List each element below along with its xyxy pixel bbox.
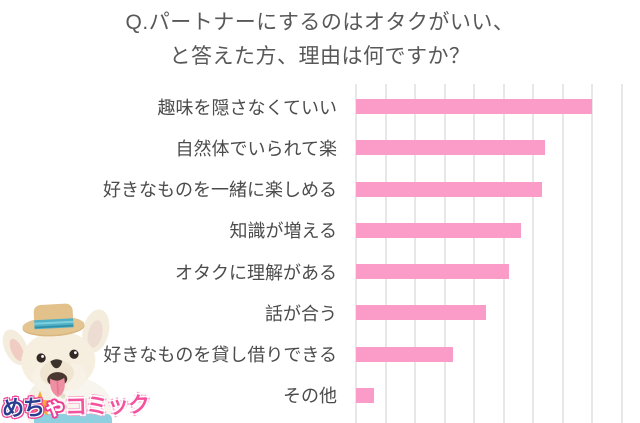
bar-chart: 趣味を隠さなくていい自然体でいられて楽好きなものを一緒に楽しめる知識が増えるオタ… [0, 84, 640, 423]
gridline [414, 84, 416, 423]
chart-row: 自然体でいられて楽 [0, 127, 640, 168]
chart-row: その他 [0, 375, 640, 416]
gridline [532, 84, 534, 423]
category-label: 自然体でいられて楽 [175, 138, 337, 159]
gridline [591, 84, 593, 423]
category-label: 好きなものを貸し借りできる [103, 345, 337, 366]
chart-title: Q.パートナーにするのはオタクがいい、 と答えた方、理由は何ですか？ [0, 6, 640, 74]
chart-row: 話が合う [0, 292, 640, 333]
bar [356, 140, 545, 156]
chart-row: 好きなものを一緒に楽しめる [0, 169, 640, 210]
bar [356, 181, 542, 197]
category-label: オタクに理解がある [175, 262, 337, 283]
bar [356, 305, 486, 321]
bar [356, 99, 592, 115]
gridline [384, 84, 387, 423]
bar [356, 387, 374, 403]
gridline [561, 84, 564, 423]
gridline [502, 84, 505, 423]
category-label: 知識が増える [229, 221, 337, 242]
bar [356, 346, 454, 362]
category-label: 好きなものを一緒に楽しめる [103, 180, 337, 201]
bar [356, 222, 522, 238]
chart-title-line2: と答えた方、理由は何ですか？ [169, 45, 471, 68]
bar [356, 264, 510, 280]
chart-row: 知識が増える [0, 210, 640, 251]
gridline [620, 84, 623, 423]
gridline [355, 84, 357, 423]
chart-rows: 趣味を隠さなくていい自然体でいられて楽好きなものを一緒に楽しめる知識が増えるオタ… [0, 86, 640, 416]
category-label: 趣味を隠さなくていい [157, 97, 337, 118]
chart-row: オタクに理解がある [0, 251, 640, 292]
chart-row: 趣味を隠さなくていい [0, 86, 640, 127]
chart-title-line1: Q.パートナーにするのはオタクがいい、 [125, 11, 515, 34]
chart-row: 好きなものを貸し借りできる [0, 334, 640, 375]
category-label: 話が合う [265, 303, 337, 324]
category-label: その他 [283, 386, 337, 407]
gridline [443, 84, 446, 423]
gridline [473, 84, 475, 423]
